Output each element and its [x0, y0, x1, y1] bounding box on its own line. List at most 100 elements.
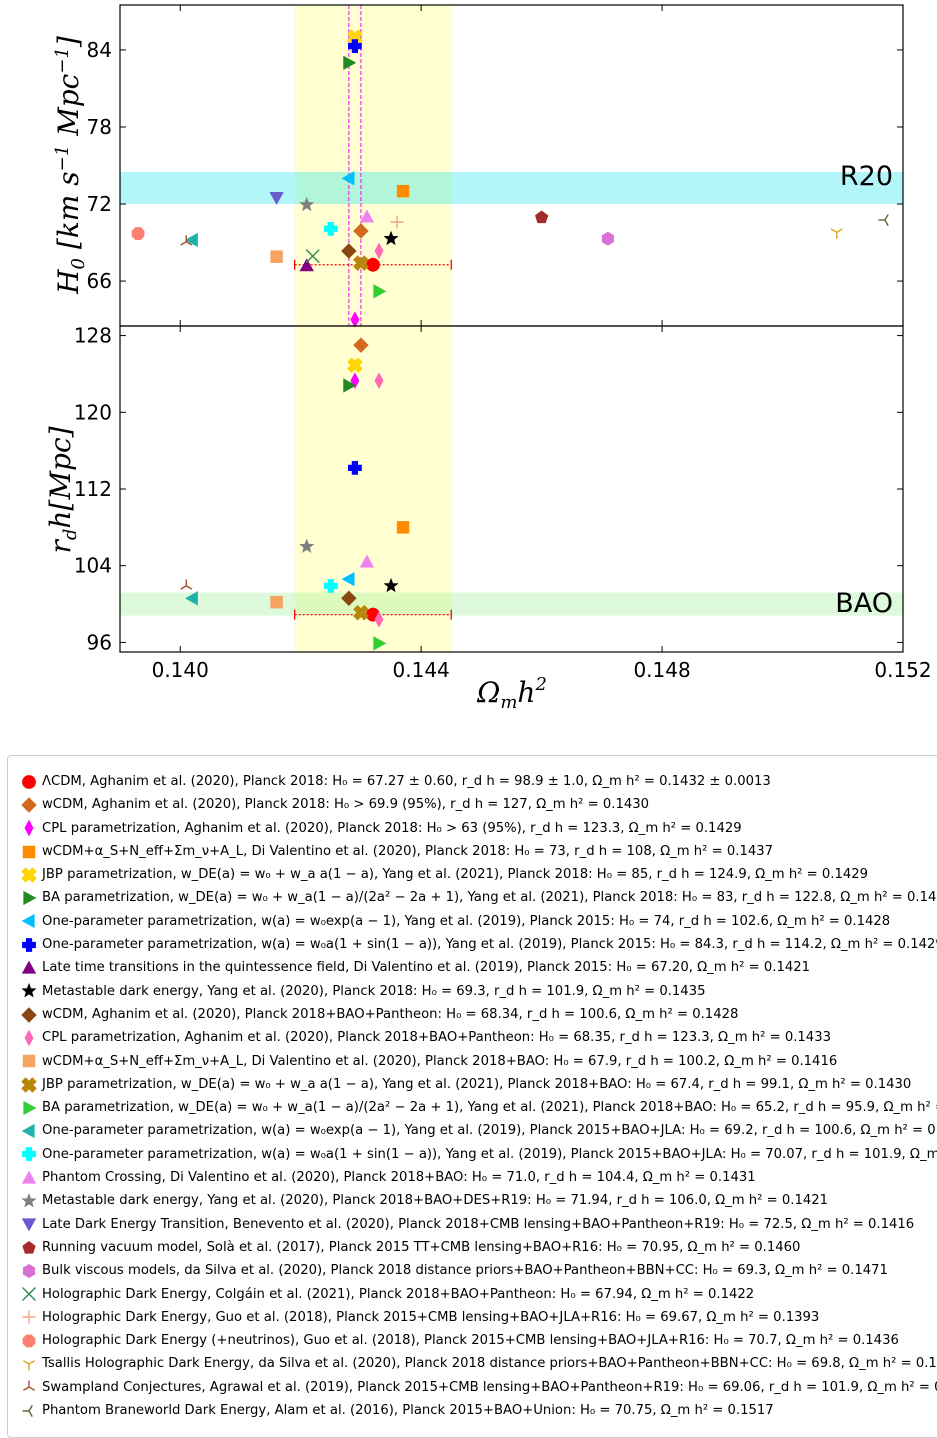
legend-marker: [22, 1310, 36, 1324]
legend-item: Phantom Braneworld Dark Energy, Alam et …: [20, 1399, 937, 1422]
legend-marker-shape: [24, 1029, 34, 1047]
legend-marker: [21, 797, 37, 813]
legend-label: Holographic Dark Energy, Colgáin et al. …: [42, 1286, 755, 1302]
x-tick-label-0: 0.140: [152, 658, 209, 682]
legend-item: Holographic Dark Energy, Colgáin et al. …: [20, 1283, 937, 1306]
bot-data-point-19: [374, 611, 384, 628]
legend-marker: [22, 1240, 36, 1254]
legend-marker: [22, 1380, 36, 1392]
legend-label: Holographic Dark Energy (+neutrinos), Gu…: [42, 1333, 899, 1349]
legend-item: BA parametrization, w_DE(a) = w₀ + w_a(1…: [20, 1096, 937, 1119]
legend-marker-shape: [21, 914, 35, 929]
legend-marker-shape: [21, 1193, 37, 1208]
bot-data-point-12: [353, 604, 369, 621]
legend-item: Holographic Dark Energy (+neutrinos), Gu…: [20, 1329, 937, 1352]
legend-item: One-parameter parametrization, w(a) = w₀…: [20, 1143, 937, 1166]
legend-item: ΛCDM, Aghanim et al. (2020), Planck 2018…: [20, 770, 937, 793]
legend-marker: [22, 1147, 36, 1162]
top-data-point-2: [350, 311, 360, 328]
top-data-point-5: [343, 55, 357, 70]
top-data-point-12: [270, 250, 283, 263]
legend-marker-shape: [21, 1170, 37, 1184]
bot-y-tick-label-1: 104: [74, 554, 112, 578]
legend-item: One-parameter parametrization, w(a) = w₀…: [20, 1119, 937, 1142]
legend-label: One-parameter parametrization, w(a) = w₀…: [42, 1146, 937, 1162]
legend-marker: [22, 937, 36, 952]
legend-label: wCDM+α_S+N_eff+Σm_ν+A_L, Di Valentino et…: [42, 843, 774, 859]
top-data-point-15: [184, 232, 198, 248]
bottom-panel: 96 104 112 120 128 0.140 0.144 0.148 0.152: [74, 324, 932, 682]
legend-marker: [22, 1287, 36, 1302]
legend-marker-shape: [22, 774, 36, 789]
legend-label: wCDM, Aghanim et al. (2020), Planck 2018…: [42, 1006, 739, 1022]
bot-y-tick-label-2: 112: [74, 477, 112, 501]
legend-marker-shape: [22, 1404, 33, 1417]
legend-marker-shape: [21, 1123, 35, 1139]
legend-label: CPL parametrization, Aghanim et al. (202…: [42, 820, 742, 836]
legend-label: JBP parametrization, w_DE(a) = w₀ + w_a …: [42, 1076, 912, 1092]
bottom-band-label: BAO: [835, 588, 893, 619]
legend-label: CPL parametrization, Aghanim et al. (202…: [42, 1030, 831, 1046]
top-data-point-21: [601, 231, 614, 246]
legend-item: Metastable dark energy, Yang et al. (202…: [20, 980, 937, 1003]
bot-data-point-9: [341, 590, 357, 607]
legend-marker: [22, 1360, 36, 1371]
legend-item: BA parametrization, w_DE(a) = w₀ + w_a(1…: [20, 886, 937, 909]
legend-marker-shape: [23, 890, 37, 906]
legend-label: ΛCDM, Aghanim et al. (2020), Planck 2018…: [42, 774, 771, 789]
top-data-point-24: [131, 227, 145, 240]
legend-marker-shape: [21, 867, 37, 883]
legend-marker-shape: [22, 1380, 36, 1392]
legend-item: Late Dark Energy Transition, Benevento e…: [20, 1213, 937, 1236]
bot-data-point-6: [341, 571, 355, 587]
top-data-point-22: [305, 249, 320, 264]
legend-marker: [22, 1263, 36, 1278]
legend-label: Tsallis Holographic Dark Energy, da Silv…: [42, 1356, 937, 1372]
legend-item: wCDM, Aghanim et al. (2020), Planck 2018…: [20, 1003, 937, 1026]
bot-y-tick-label-0: 96: [87, 630, 112, 654]
legend-marker-shape: [22, 937, 36, 952]
legend-marker-shape: [22, 1360, 36, 1371]
top-data-point-10: [341, 243, 357, 259]
legend-item: JBP parametrization, w_DE(a) = w₀ + w_a …: [20, 1073, 937, 1096]
top-y-tick-label-0: 66: [87, 269, 112, 293]
legend-marker-shape: [21, 983, 37, 998]
top-data-point-26: [180, 235, 193, 246]
legend-item: Holographic Dark Energy, Guo et al. (201…: [20, 1306, 937, 1329]
top-data-point-8: [299, 258, 314, 272]
bot-x-band: [294, 326, 452, 652]
legend-label: Phantom Crossing, Di Valentino et al. (2…: [42, 1170, 756, 1186]
top-data-point-20: [534, 210, 549, 224]
top-x-band: [294, 5, 452, 326]
legend-item: Swampland Conjectures, Agrawal et al. (2…: [20, 1376, 937, 1399]
legend-marker-shape: [21, 960, 37, 974]
legend-marker-shape: [24, 819, 34, 837]
bot-data-point-15: [323, 578, 338, 593]
legend-item: wCDM+α_S+N_eff+Σm_ν+A_L, Di Valentino et…: [20, 840, 937, 863]
legend-marker-shape: [21, 1218, 37, 1232]
legend-label: Late Dark Energy Transition, Benevento e…: [42, 1216, 915, 1232]
legend-marker: [21, 914, 35, 929]
legend-marker: [21, 1123, 35, 1139]
legend-item: JBP parametrization, w_DE(a) = w₀ + w_a …: [20, 863, 937, 886]
legend-marker: [21, 1170, 37, 1184]
legend-item: Metastable dark energy, Yang et al. (202…: [20, 1189, 937, 1212]
x-axis-label: Ωmh2: [476, 674, 547, 713]
legend-item: wCDM+α_S+N_eff+Σm_ν+A_L, Di Valentino et…: [20, 1050, 937, 1073]
legend-marker: [21, 867, 37, 883]
legend-marker: [22, 1404, 33, 1417]
legend-marker: [23, 1100, 37, 1115]
top-data-point-25: [830, 228, 843, 239]
legend-label: Holographic Dark Energy, Guo et al. (201…: [42, 1309, 820, 1325]
legend-label: JBP parametrization, w_DE(a) = w₀ + w_a …: [42, 867, 869, 883]
top-data-point-3: [396, 184, 410, 198]
legend-item: wCDM, Aghanim et al. (2020), Planck 2018…: [20, 793, 937, 816]
top-data-point-11: [374, 242, 384, 260]
chart: 66 72 78 84 96 104 112 120 128 0.140 0.144 0.148 0.…: [44, 4, 932, 713]
bot-band: [120, 592, 903, 616]
bot-data-point-16: [359, 554, 375, 568]
legend-label: BA parametrization, w_DE(a) = w₀ + w_a(1…: [42, 1100, 937, 1116]
top-frame: [119, 4, 904, 327]
bot-data-point-4: [347, 357, 363, 374]
bot-data-point-11: [270, 595, 283, 609]
